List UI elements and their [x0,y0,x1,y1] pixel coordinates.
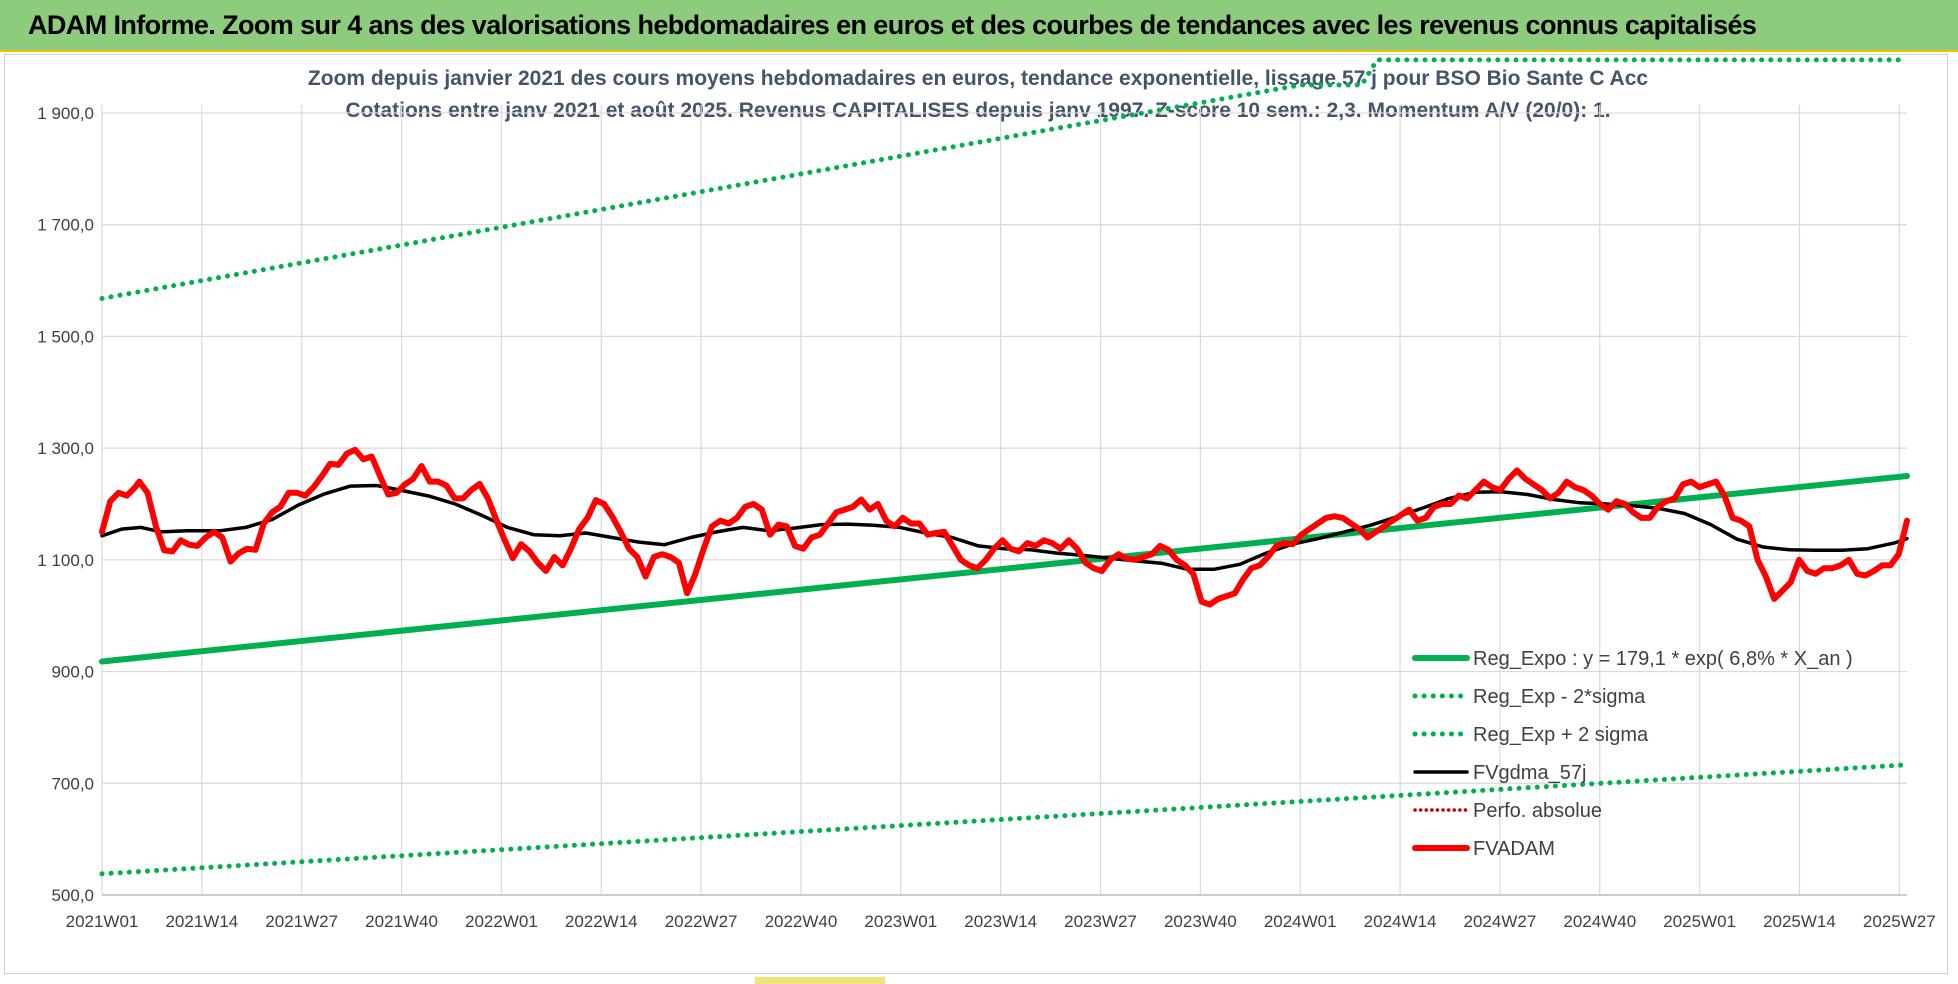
x-tick-label: 2024W40 [1563,912,1636,931]
y-tick-label: 700,0 [51,774,94,793]
y-axis: 500,0 700,0 900,0 1 100,0 1 300,0 1 500,0 1 70… [37,104,94,905]
y-tick-label: 1 900,0 [37,104,94,123]
series-line-0 [99,473,1910,665]
x-tick-label: 2021W01 [66,912,139,931]
y-tick-label: 1 100,0 [37,551,94,570]
x-tick-label: 2025W27 [1863,912,1936,931]
bottom-marker [755,977,885,984]
x-tick-label: 2023W01 [864,912,937,931]
x-axis: 2021W01 2021W14 2021W27 2021W40 2022W01 2022W… [66,894,1936,931]
x-tick-label: 2022W40 [765,912,838,931]
y-tick-label: 1 700,0 [37,216,94,235]
x-tick-label: 2024W14 [1364,912,1437,931]
chart-grid [101,105,1907,896]
x-tick-label: 2025W14 [1763,912,1836,931]
legend-label: FVgdma_57j [1473,762,1586,784]
legend-label: Reg_Exp + 2 sigma [1473,724,1649,746]
x-tick-label: 2025W01 [1663,912,1736,931]
banner-title: ADAM Informe. Zoom sur 4 ans des valoris… [28,10,1757,40]
chart-title: Zoom depuis janvier 2021 des cours moyen… [308,67,1648,122]
x-tick-label: 2021W40 [365,912,438,931]
x-tick-label: 2022W01 [465,912,538,931]
x-tick-label: 2023W27 [1064,912,1137,931]
y-tick-label: 500,0 [51,886,94,905]
x-tick-label: 2024W01 [1264,912,1337,931]
report-banner: ADAM Informe. Zoom sur 4 ans des valoris… [0,0,1958,52]
x-tick-label: 2021W14 [165,912,238,931]
chart-svg: Zoom depuis janvier 2021 des cours moyen… [37,57,1936,931]
x-tick-label: 2021W27 [265,912,338,931]
chart-series [99,57,1910,877]
x-tick-label: 2023W40 [1164,912,1237,931]
legend-label: Perfo. absolue [1473,800,1602,822]
legend-label: Reg_Exp - 2*sigma [1473,686,1646,708]
x-tick-label: 2022W27 [665,912,738,931]
x-tick-label: 2023W14 [964,912,1037,931]
series-line-3 [100,483,1909,572]
y-tick-label: 1 300,0 [37,439,94,458]
chart-legend: Reg_Expo : y = 179,1 * exp( 6,8% * X_an … [1412,648,1853,860]
series-line-1 [99,762,1910,877]
y-tick-label: 900,0 [51,663,94,682]
x-tick-label: 2022W14 [565,912,638,931]
series-line-5 [99,446,1910,608]
series-line-2 [99,57,1910,301]
legend-label: FVADAM [1473,838,1555,860]
legend-label: Reg_Expo : y = 179,1 * exp( 6,8% * X_an … [1473,648,1853,670]
x-tick-label: 2024W27 [1464,912,1537,931]
chart-title-line-2: Cotations entre janv 2021 et août 2025. … [345,99,1610,122]
chart-frame: Zoom depuis janvier 2021 des cours moyen… [4,54,1948,974]
y-tick-label: 1 500,0 [37,327,94,346]
chart-title-line-1: Zoom depuis janvier 2021 des cours moyen… [308,67,1648,90]
